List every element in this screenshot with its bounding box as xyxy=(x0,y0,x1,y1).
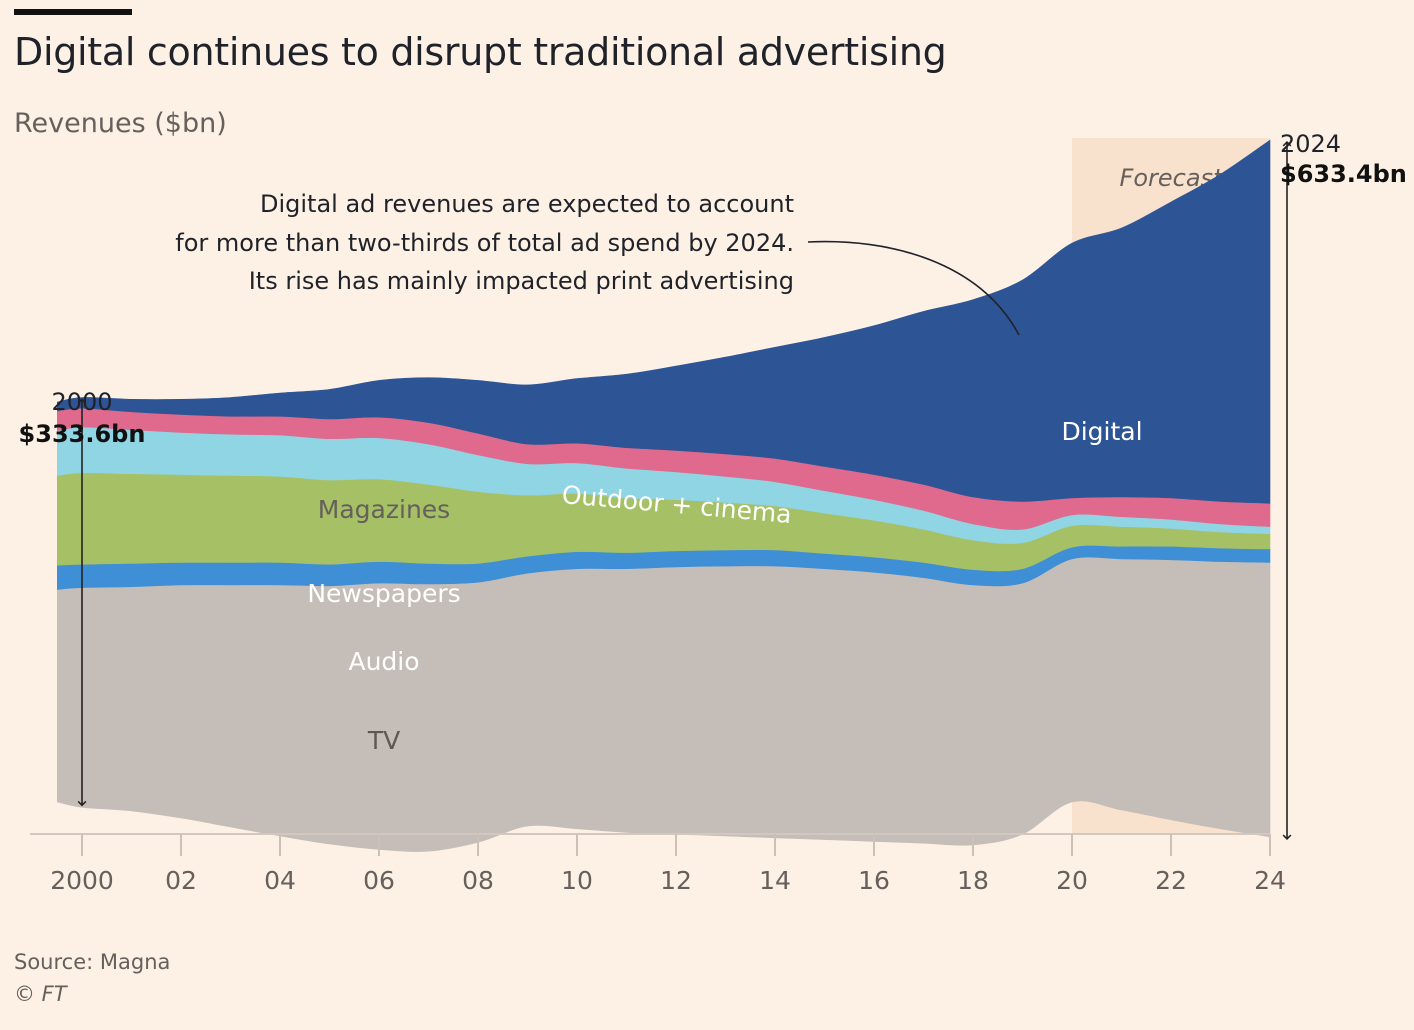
x-tick-label: 18 xyxy=(957,866,989,895)
page-title: Digital continues to disrupt traditional… xyxy=(14,30,947,74)
total-year-label-2000: 2000 xyxy=(51,388,112,416)
annotation-line: Digital ad revenues are expected to acco… xyxy=(260,190,794,218)
total-year-label-2024: 2024 xyxy=(1280,130,1341,158)
source-note: Source: Magna xyxy=(14,950,171,974)
x-tick-label: 06 xyxy=(363,866,395,895)
x-tick-label: 10 xyxy=(561,866,593,895)
annotation-line: Its rise has mainly impacted print adver… xyxy=(249,267,794,295)
annotation-line: for more than two-thirds of total ad spe… xyxy=(175,229,794,257)
x-tick-label: 12 xyxy=(660,866,692,895)
x-tick-label: 08 xyxy=(462,866,494,895)
series-label-newspapers: Newspapers xyxy=(307,579,460,608)
total-value-label-2000: $333.6bn xyxy=(19,420,146,448)
x-tick-label: 14 xyxy=(759,866,791,895)
series-label-magazines: Magazines xyxy=(318,495,450,524)
x-tick-label: 04 xyxy=(264,866,296,895)
x-tick-label: 02 xyxy=(165,866,197,895)
annotation-leader-line xyxy=(807,240,1020,336)
x-tick-label: 22 xyxy=(1155,866,1187,895)
series-label-audio: Audio xyxy=(348,647,419,676)
x-tick-label: 2000 xyxy=(50,866,114,895)
area-digital xyxy=(57,139,1271,504)
x-tick-label: 20 xyxy=(1056,866,1088,895)
x-tick-label: 24 xyxy=(1254,866,1286,895)
total-value-label-2024: $633.4bn xyxy=(1280,160,1407,188)
header-rule xyxy=(14,9,132,15)
series-label-digital: Digital xyxy=(1061,417,1142,446)
x-tick-label: 16 xyxy=(858,866,890,895)
credit-note: © FT xyxy=(14,982,67,1006)
page-subtitle: Revenues ($bn) xyxy=(14,108,227,139)
series-label-tv: TV xyxy=(367,726,400,755)
